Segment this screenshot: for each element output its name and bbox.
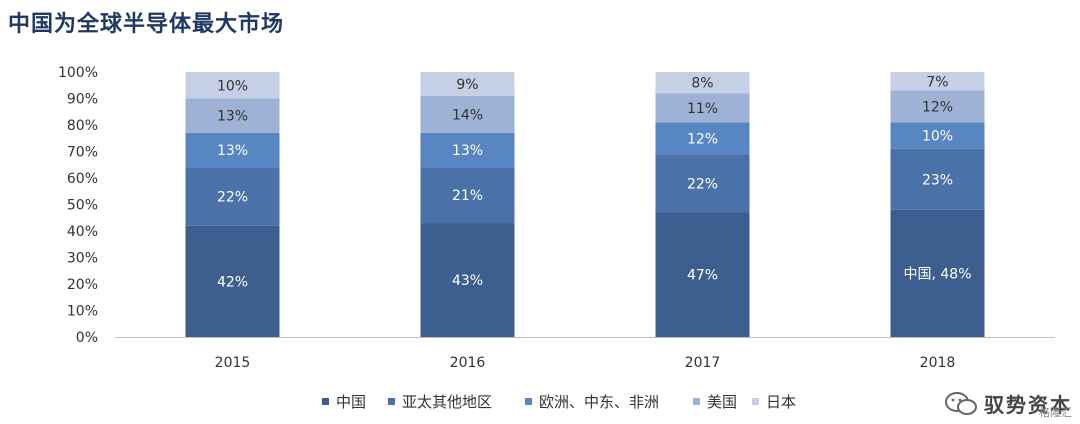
legend-label: 中国 [336,393,366,411]
data-label: 21% [452,188,483,204]
data-label: 12% [687,131,718,147]
data-label: 13% [452,143,483,159]
bar-segment [185,98,280,133]
bar-segment [655,154,750,213]
y-tick-label: 20% [67,277,98,293]
bar-segment [420,95,515,133]
y-tick-label: 0% [76,330,98,346]
bar-segment [420,132,515,168]
data-label: 47% [687,268,718,284]
data-label: 14% [452,107,483,123]
wechat-logo-icon [945,391,977,415]
data-label: 7% [926,74,948,90]
legend: 中国 亚太其他地区 欧洲、中东、非洲 美国 日本 [322,393,796,411]
data-label: 中国, 48% [903,266,971,282]
legend-label: 亚太其他地区 [402,393,492,411]
legend-label: 美国 [707,393,737,411]
bar-segment [655,122,750,155]
y-tick-label: 50% [67,198,98,214]
legend-label: 日本 [766,393,796,411]
bar-segment [655,212,750,337]
x-tick-label: 2015 [215,355,251,371]
data-label: 13% [217,143,248,159]
data-label: 42% [217,274,248,290]
bar-segment [890,72,985,91]
data-label: 10% [922,129,953,145]
bar-segment [655,72,750,94]
chart-title: 中国为全球半导体最大市场 [8,12,285,37]
y-tick-label: 30% [67,251,98,267]
bar-segment [655,93,750,123]
data-label: 8% [691,76,713,92]
x-tick-label: 2018 [920,355,956,371]
legend-swatch [525,398,532,405]
bar-segment [890,148,985,210]
bar-segment [890,209,985,337]
legend-label: 欧洲、中东、非洲 [539,393,659,411]
y-tick-label: 80% [67,118,98,134]
data-label: 10% [217,78,248,94]
bar-segment [420,167,515,224]
bar-segment [890,90,985,123]
data-label: 43% [452,273,483,289]
y-tick-label: 90% [67,92,98,108]
legend-swatch [752,398,759,405]
data-label: 11% [687,101,718,117]
watermark: 驭势资本 格隆汇 [944,389,1072,419]
bar-segment [185,167,280,226]
data-label: 23% [922,172,953,188]
x-tick-label: 2017 [685,355,721,371]
watermark-sub: 格隆汇 [1039,406,1072,419]
x-axis: 2015 2016 2017 2018 [115,337,1055,371]
legend-swatch [693,398,700,405]
x-tick-label: 2016 [450,355,486,371]
bar-segment [890,122,985,149]
bar-segment [185,225,280,337]
y-tick-label: 70% [67,145,98,161]
bars: 42% 22% 13% 13% 10% 43% 21% 13% 14% 9% 47% 22% 12% 11… [185,72,985,337]
bar-segment [420,72,515,96]
bar-segment [185,132,280,168]
y-tick-label: 100% [58,65,98,81]
bar-segment [185,72,280,99]
data-label: 12% [922,99,953,115]
legend-swatch [322,398,329,405]
y-axis: 0% 10% 20% 30% 40% 50% 60% 70% 80% 90% 100% [58,65,98,346]
y-tick-label: 10% [67,304,98,320]
legend-swatch [388,398,395,405]
data-label: 22% [217,190,248,206]
y-tick-label: 40% [67,224,98,240]
data-label: 9% [456,77,478,93]
watermark-text: 驭势资本 [984,393,1072,417]
data-label: 22% [687,176,718,192]
y-tick-label: 60% [67,171,98,187]
data-label: 13% [217,109,248,125]
bar-segment [420,223,515,337]
